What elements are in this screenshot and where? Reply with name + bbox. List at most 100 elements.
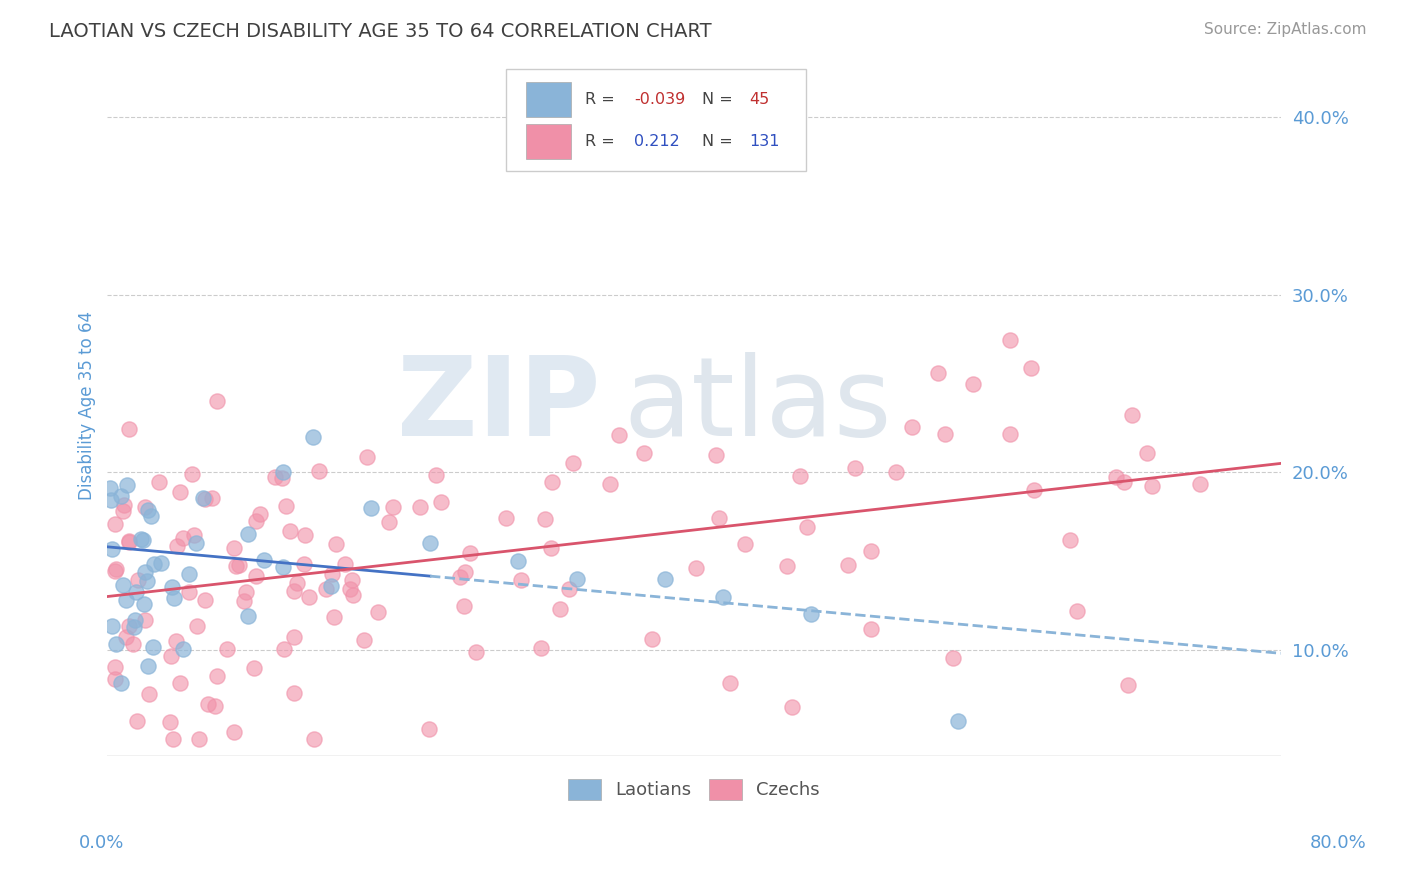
Point: [112, 498, 135, 512]
Point: [453, 599, 475, 614]
Point: [193, 492, 215, 507]
Point: [243, 661, 266, 675]
Point: [1000, 426, 1022, 441]
Point: [183, 528, 205, 542]
Text: 45: 45: [749, 92, 769, 107]
Point: [136, 503, 159, 517]
Point: [901, 419, 924, 434]
Point: [205, 669, 228, 683]
Point: [323, 610, 346, 624]
Point: [283, 630, 305, 644]
Point: [962, 377, 984, 392]
Point: [273, 641, 295, 656]
Point: [245, 569, 267, 583]
Point: [1019, 361, 1042, 376]
Point: [418, 722, 440, 736]
Point: [541, 475, 564, 490]
Point: [127, 714, 149, 728]
Point: [172, 642, 194, 657]
Point: [100, 493, 122, 508]
Point: [115, 630, 138, 644]
Point: [131, 533, 153, 547]
Point: [238, 609, 260, 624]
Point: [118, 534, 141, 549]
Text: Source: ZipAtlas.com: Source: ZipAtlas.com: [1204, 22, 1367, 37]
Point: [172, 531, 194, 545]
Point: [942, 650, 965, 665]
Point: [136, 574, 159, 589]
Point: [166, 539, 188, 553]
Point: [425, 467, 447, 482]
Point: [408, 500, 430, 515]
Point: [530, 641, 553, 656]
Point: [127, 573, 149, 587]
Text: R =: R =: [585, 134, 620, 149]
Point: [233, 594, 256, 608]
Point: [342, 588, 364, 602]
Point: [340, 574, 363, 588]
Text: 0.212: 0.212: [634, 134, 681, 149]
Point: [159, 715, 181, 730]
Point: [998, 333, 1021, 347]
Point: [148, 475, 170, 490]
Point: [228, 558, 250, 572]
Point: [495, 511, 517, 525]
Point: [134, 500, 156, 514]
Point: [222, 541, 245, 555]
Point: [285, 576, 308, 591]
Point: [124, 613, 146, 627]
Point: [1105, 469, 1128, 483]
Point: [294, 528, 316, 542]
FancyBboxPatch shape: [526, 124, 571, 159]
Point: [160, 648, 183, 663]
Point: [599, 476, 621, 491]
Point: [186, 619, 208, 633]
Point: [776, 559, 799, 574]
Point: [419, 536, 441, 550]
Point: [280, 524, 302, 539]
Point: [283, 686, 305, 700]
Text: N =: N =: [703, 92, 738, 107]
Point: [796, 520, 818, 534]
Point: [136, 659, 159, 673]
Text: 131: 131: [749, 134, 780, 149]
Point: [165, 634, 187, 648]
Point: [1059, 533, 1081, 547]
Point: [222, 724, 245, 739]
Point: [292, 557, 315, 571]
Point: [104, 637, 127, 651]
Point: [548, 602, 571, 616]
Point: [134, 614, 156, 628]
Point: [298, 590, 321, 604]
Point: [533, 512, 555, 526]
Text: LAOTIAN VS CZECH DISABILITY AGE 35 TO 64 CORRELATION CHART: LAOTIAN VS CZECH DISABILITY AGE 35 TO 64…: [49, 22, 711, 41]
Point: [1142, 479, 1164, 493]
Point: [104, 565, 127, 579]
Point: [253, 553, 276, 567]
Point: [734, 536, 756, 550]
Point: [844, 461, 866, 475]
Point: [685, 560, 707, 574]
Point: [134, 565, 156, 579]
Point: [927, 366, 949, 380]
Point: [430, 495, 453, 509]
Point: [163, 591, 186, 606]
Point: [1121, 408, 1143, 422]
Point: [934, 426, 956, 441]
Point: [225, 559, 247, 574]
Point: [118, 619, 141, 633]
Point: [339, 582, 361, 597]
Point: [142, 640, 165, 654]
Point: [353, 632, 375, 647]
Point: [245, 514, 267, 528]
Point: [321, 566, 343, 581]
Point: [104, 516, 127, 531]
Point: [946, 714, 969, 728]
Point: [304, 731, 326, 746]
Point: [122, 620, 145, 634]
Point: [308, 464, 330, 478]
Point: [283, 583, 305, 598]
Y-axis label: Disability Age 35 to 64: Disability Age 35 to 64: [79, 311, 96, 500]
Point: [860, 622, 883, 636]
Point: [565, 572, 588, 586]
